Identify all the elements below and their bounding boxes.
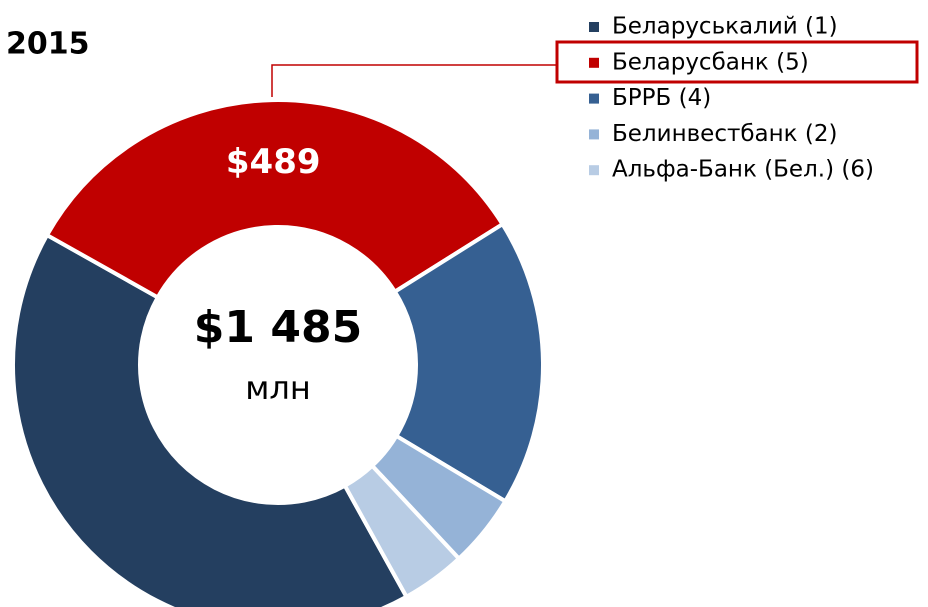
legend-swatch [589,57,599,68]
legend-label: Белинвестбанк (2) [612,121,837,147]
legend-swatch [589,93,599,104]
legend-label: Альфа-Банк (Бел.) (6) [612,157,874,183]
donut [11,98,545,607]
total-label: $1 485 [194,302,362,353]
donut-segment [11,232,410,607]
legend-swatch [589,165,599,176]
legend-label: Беларусбанк (5) [612,49,809,75]
donut-segment [342,463,462,600]
legend-label: Беларуськалий (1) [612,14,838,40]
donut-segment [392,221,545,504]
data-label: $489 [226,142,321,182]
donut-segment [44,98,506,301]
legend-label: БРРБ (4) [612,85,711,111]
legend-swatch [589,129,599,140]
legend-swatch [589,22,599,32]
leader-line [271,64,557,97]
chart-title: 2015 [6,27,90,62]
highlight-box [555,40,919,84]
unit-label: млн [245,369,311,407]
